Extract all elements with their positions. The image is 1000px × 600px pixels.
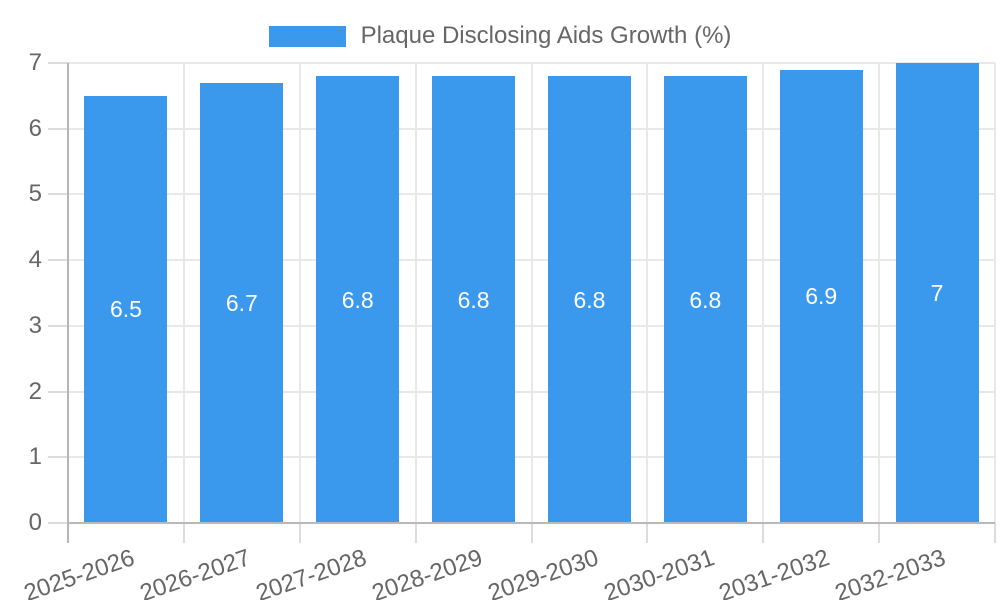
x-tick-label: 2025-2026 <box>20 544 139 600</box>
bar-2028-2029[interactable] <box>432 76 516 523</box>
bar-2025-2026[interactable] <box>84 95 168 523</box>
y-tick-label: 4 <box>28 246 42 274</box>
legend-item[interactable]: Plaque Disclosing Aids Growth (%) <box>268 22 732 50</box>
y-tick-mark <box>48 259 68 262</box>
x-gridline <box>646 63 649 523</box>
y-tick-label: 2 <box>28 377 42 405</box>
bar-value-label: 7 <box>930 280 944 306</box>
x-gridline <box>762 63 765 523</box>
x-tick-mark <box>298 523 301 543</box>
y-tick-label: 0 <box>28 509 42 536</box>
x-tick-mark <box>646 523 649 543</box>
y-tick-mark <box>48 127 68 130</box>
x-gridline <box>994 63 996 523</box>
bar-2032-2033[interactable] <box>895 63 979 523</box>
zero-gridline <box>68 522 995 524</box>
x-tick-mark <box>182 523 185 543</box>
x-gridline <box>298 63 301 523</box>
y-tick-mark <box>48 193 68 196</box>
y-tick-label: 3 <box>28 311 42 339</box>
y-tick-mark <box>48 522 68 524</box>
legend: Plaque Disclosing Aids Growth (%) <box>0 22 1000 50</box>
x-tick-label: 2029-2030 <box>484 544 602 600</box>
x-tick-label: 2028-2029 <box>368 544 486 600</box>
y-tick-mark <box>48 390 68 393</box>
x-tick-label: 2026-2027 <box>136 544 254 600</box>
bar-value-label: 6.9 <box>805 283 838 310</box>
x-tick-label: 2031-2032 <box>716 544 834 600</box>
x-tick-mark <box>994 523 996 543</box>
x-tick-mark <box>878 523 881 543</box>
bar-value-label: 6.8 <box>689 286 722 313</box>
y-tick-label: 6 <box>28 114 42 142</box>
bar-2027-2028[interactable] <box>316 76 400 523</box>
y-tick-label: 1 <box>28 443 42 471</box>
x-tick-label: 2032-2033 <box>831 544 950 600</box>
bar-value-label: 6.8 <box>573 286 606 313</box>
bar-2026-2027[interactable] <box>200 82 284 523</box>
bar-2031-2032[interactable] <box>779 69 863 523</box>
bar-value-label: 6.8 <box>457 286 490 313</box>
bar-2030-2031[interactable] <box>663 76 747 523</box>
x-tick-mark <box>414 523 417 543</box>
x-tick-label: 2027-2028 <box>252 544 370 600</box>
y-tick-label: 5 <box>28 180 42 208</box>
bar-2029-2030[interactable] <box>547 76 631 523</box>
y-tick-label: 7 <box>28 49 42 76</box>
bar-value-label: 6.7 <box>225 289 258 316</box>
x-gridline <box>414 63 417 523</box>
x-tick-mark <box>762 523 765 543</box>
legend-swatch-icon <box>268 25 346 47</box>
x-tick-mark <box>530 523 533 543</box>
bar-value-label: 6.8 <box>341 286 374 313</box>
y-tick-mark <box>48 62 68 64</box>
x-gridline <box>878 63 881 523</box>
y-tick-mark <box>48 456 68 459</box>
x-gridline <box>182 63 185 523</box>
y-axis-line <box>67 63 69 543</box>
legend-label: Plaque Disclosing Aids Growth (%) <box>360 22 732 49</box>
x-tick-label: 2030-2031 <box>600 544 718 600</box>
x-gridline <box>530 63 533 523</box>
y-tick-mark <box>48 324 68 327</box>
bar-value-label: 6.5 <box>109 296 142 323</box>
